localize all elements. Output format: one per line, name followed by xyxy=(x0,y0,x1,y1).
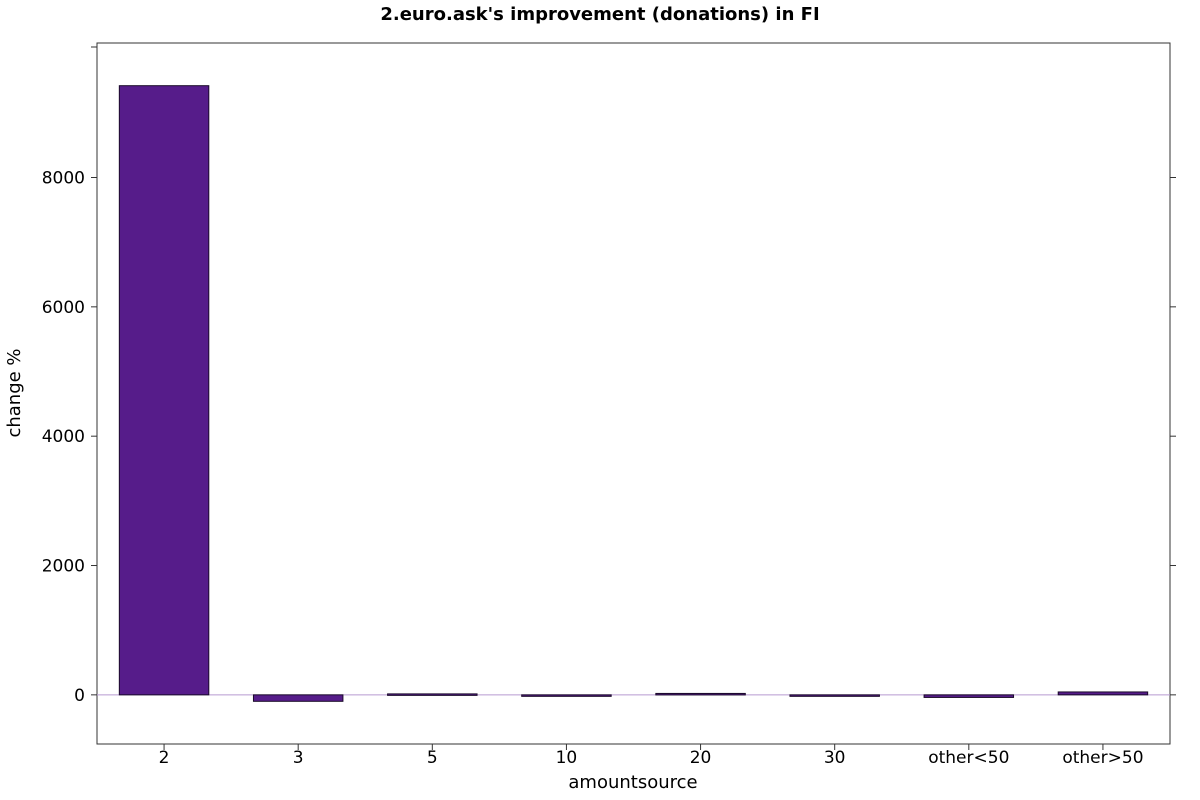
chart-title: 2.euro.ask's improvement (donations) in … xyxy=(380,4,819,25)
x-tick-label-20: 20 xyxy=(690,748,712,768)
x-axis-ticks: 2 3 5 10 20 30 other<50 other>50 xyxy=(159,744,1144,768)
bar-20 xyxy=(655,692,746,696)
y-tick-label-4000: 4000 xyxy=(42,427,85,447)
y-axis-ticks: 0 2000 4000 6000 8000 xyxy=(42,46,1176,706)
bar-3 xyxy=(252,694,344,702)
y-tick-label-8000: 8000 xyxy=(42,169,85,189)
bar-other<50 xyxy=(923,694,1015,698)
bar-2 xyxy=(118,85,210,696)
y-axis-label: change % xyxy=(4,348,25,437)
x-tick-label-other<50: other<50 xyxy=(928,748,1009,768)
x-axis-label: amountsource xyxy=(568,772,697,793)
y-tick-label-6000: 6000 xyxy=(42,298,85,318)
y-tick-label-0: 0 xyxy=(74,686,85,706)
plot-frame xyxy=(96,42,1171,745)
x-tick-label-2: 2 xyxy=(159,748,170,768)
x-tick-label-5: 5 xyxy=(427,748,438,768)
x-tick-label-other>50: other>50 xyxy=(1062,748,1143,768)
x-tick-label-30: 30 xyxy=(824,748,846,768)
bar-other>50 xyxy=(1057,691,1149,696)
y-tick-label-2000: 2000 xyxy=(42,557,85,577)
bar-10 xyxy=(521,694,612,697)
bar-5 xyxy=(387,693,478,696)
bar-30 xyxy=(789,694,880,697)
bars xyxy=(118,85,1149,702)
x-tick-label-10: 10 xyxy=(556,748,578,768)
x-tick-label-3: 3 xyxy=(293,748,304,768)
